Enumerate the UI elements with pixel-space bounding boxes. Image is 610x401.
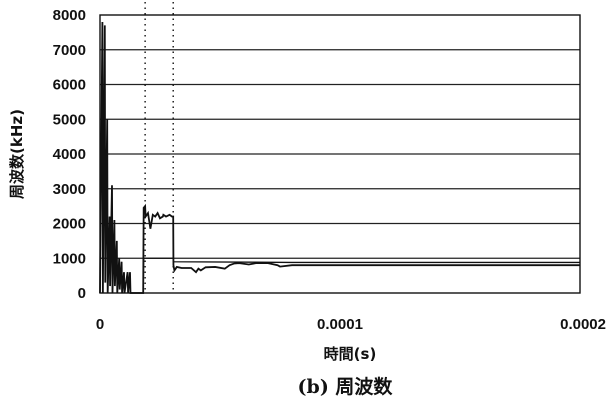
x-axis-ticks: 0 0.0001 0.0002 [96,316,606,333]
y-tick-label: 8000 [53,7,86,24]
data-series [99,21,580,294]
y-axis-label: 周波数(kHz) [8,109,26,199]
y-tick-label: 7000 [53,42,86,59]
x-tick-label: 0.0001 [317,316,363,333]
y-tick-label: 3000 [53,181,86,198]
series-line [99,21,580,294]
y-tick-label: 1000 [53,250,86,267]
figure-caption: (b) 周波数 [298,375,394,398]
y-tick-label: 5000 [53,111,86,128]
series-line [130,257,580,294]
x-tick-label: 0.0002 [560,316,606,333]
y-tick-label: 0 [78,285,86,302]
y-axis-ticks: 0 1000 2000 3000 4000 5000 6000 7000 8000 [53,7,86,302]
x-axis-label: 時間(s) [324,345,377,363]
y-tick-label: 6000 [53,77,86,94]
y-tick-label: 2000 [53,216,86,233]
plot-frame [99,14,581,294]
x-tick-label: 0 [96,316,104,333]
grid-lines [100,49,580,259]
marker-lines [144,2,174,293]
y-tick-label: 4000 [53,146,86,163]
